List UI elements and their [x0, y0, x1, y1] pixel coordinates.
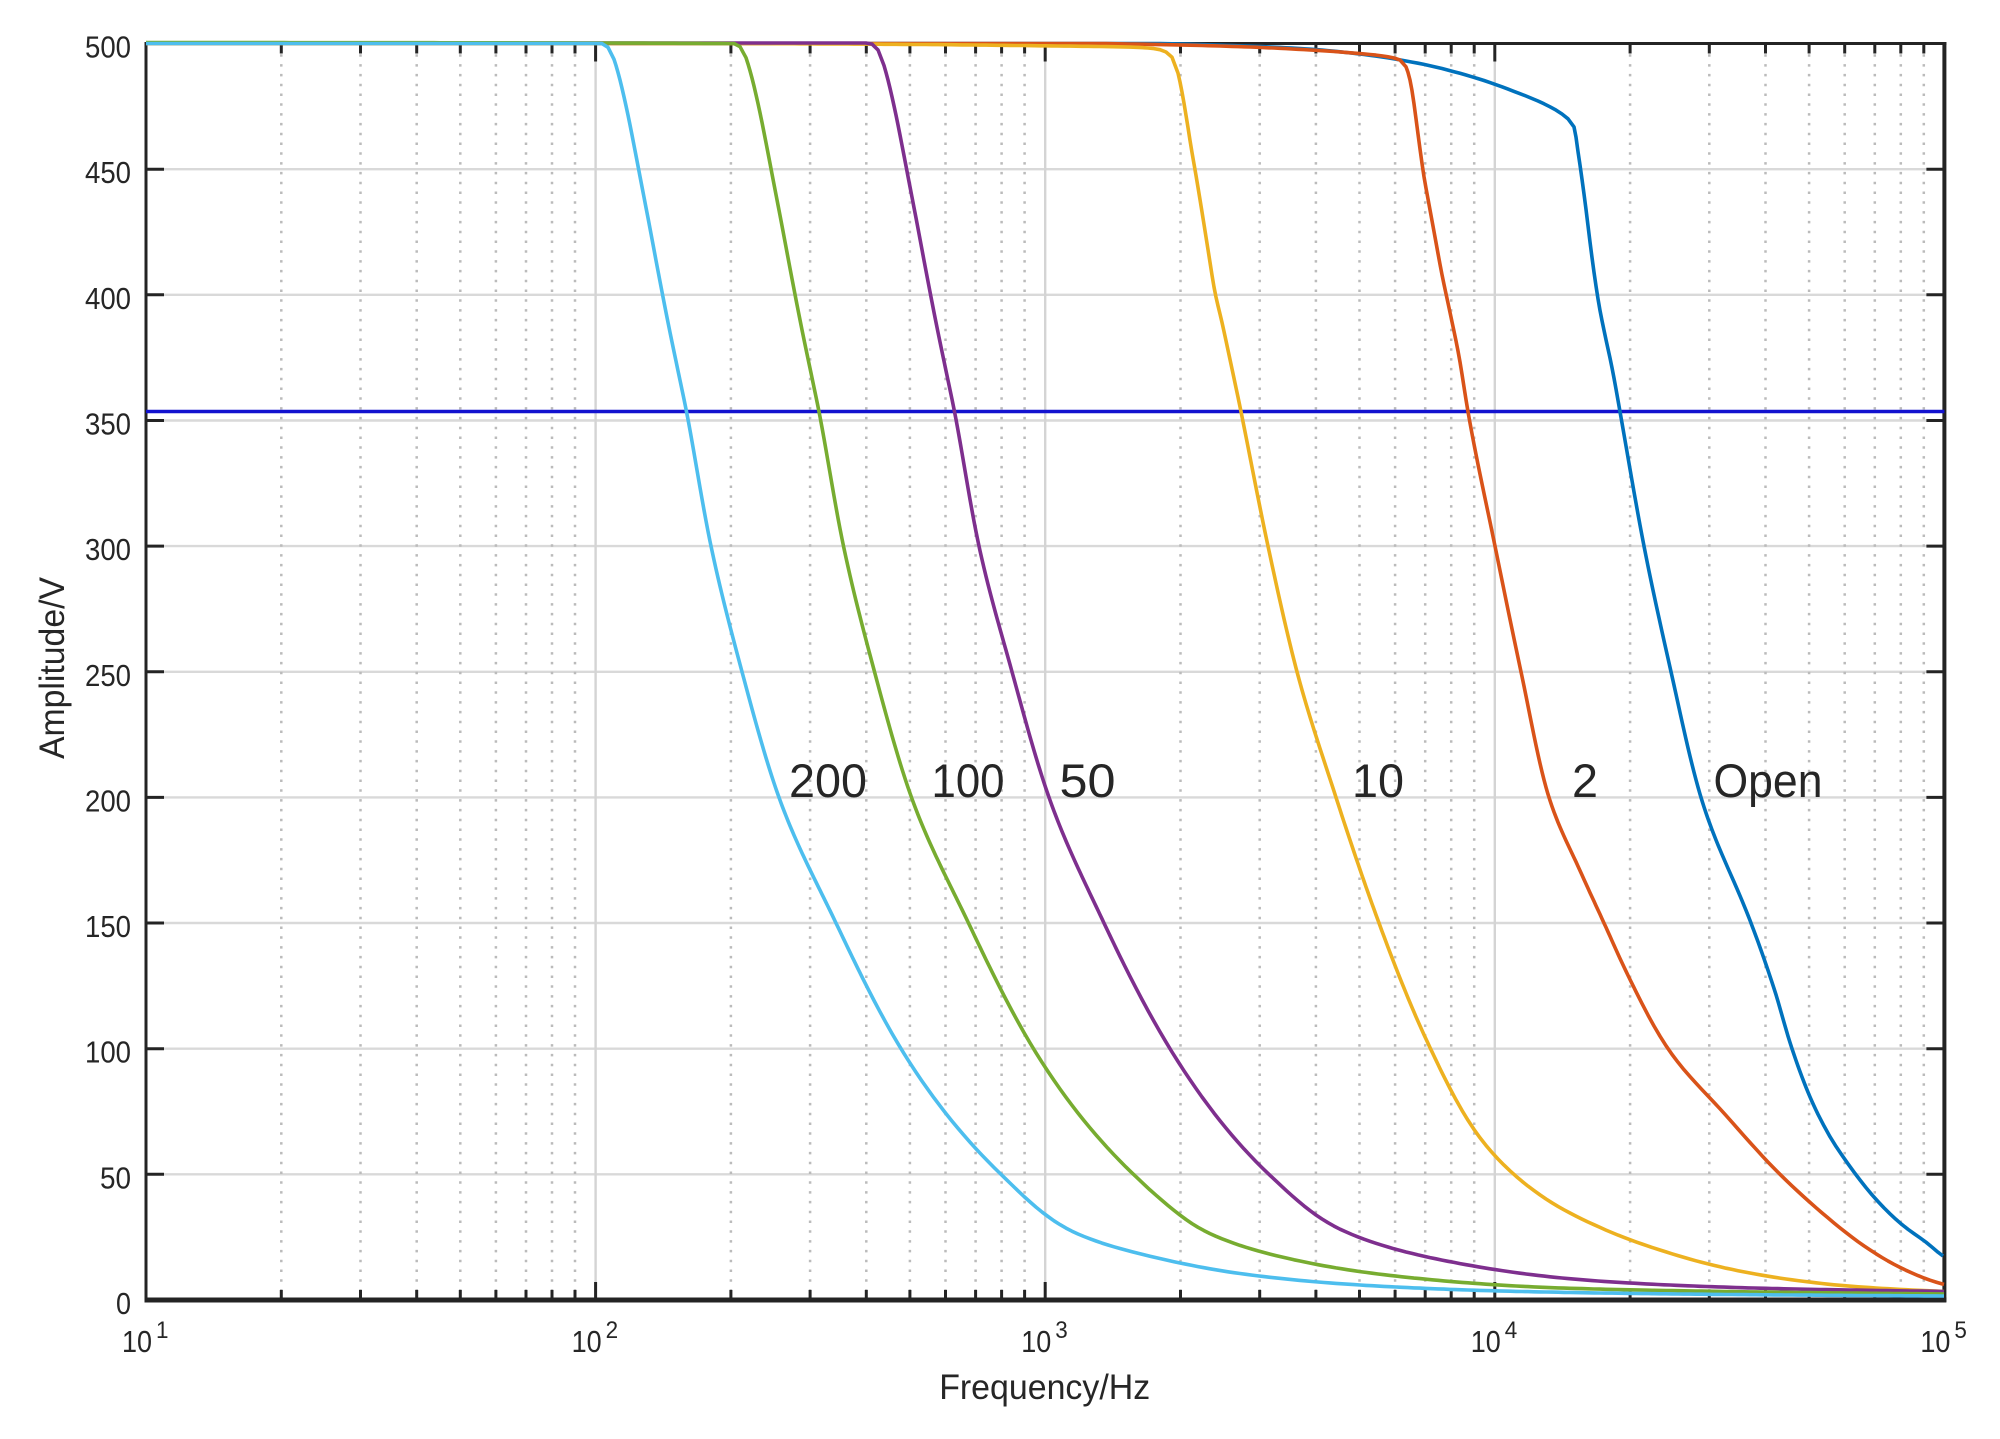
svg-text:50: 50	[100, 1160, 131, 1195]
svg-text:50: 50	[1060, 754, 1116, 807]
svg-text:100: 100	[85, 1035, 131, 1070]
svg-text:Frequency/Hz: Frequency/Hz	[939, 1368, 1150, 1407]
svg-text:0: 0	[116, 1286, 131, 1321]
svg-text:Open: Open	[1714, 754, 1823, 807]
svg-text:1: 1	[156, 1317, 169, 1344]
svg-text:5: 5	[1954, 1317, 1967, 1344]
svg-text:10: 10	[1471, 1324, 1501, 1359]
svg-text:350: 350	[85, 407, 131, 442]
svg-text:10: 10	[1021, 1324, 1051, 1359]
svg-text:100: 100	[932, 754, 1005, 807]
svg-text:Amplitude/V: Amplitude/V	[33, 576, 72, 759]
svg-text:2: 2	[1572, 754, 1598, 807]
svg-text:200: 200	[789, 754, 867, 807]
svg-text:400: 400	[85, 281, 131, 316]
svg-text:250: 250	[85, 658, 131, 693]
svg-text:10: 10	[1920, 1324, 1950, 1359]
svg-text:500: 500	[85, 30, 131, 65]
svg-text:2: 2	[606, 1317, 619, 1344]
svg-text:150: 150	[85, 909, 131, 944]
svg-text:10: 10	[122, 1324, 152, 1359]
svg-text:3: 3	[1055, 1317, 1068, 1344]
svg-text:4: 4	[1505, 1317, 1518, 1344]
svg-text:450: 450	[85, 155, 131, 190]
svg-text:300: 300	[85, 532, 131, 567]
svg-text:200: 200	[85, 783, 131, 818]
svg-text:10: 10	[572, 1324, 602, 1359]
svg-text:10: 10	[1352, 754, 1404, 807]
